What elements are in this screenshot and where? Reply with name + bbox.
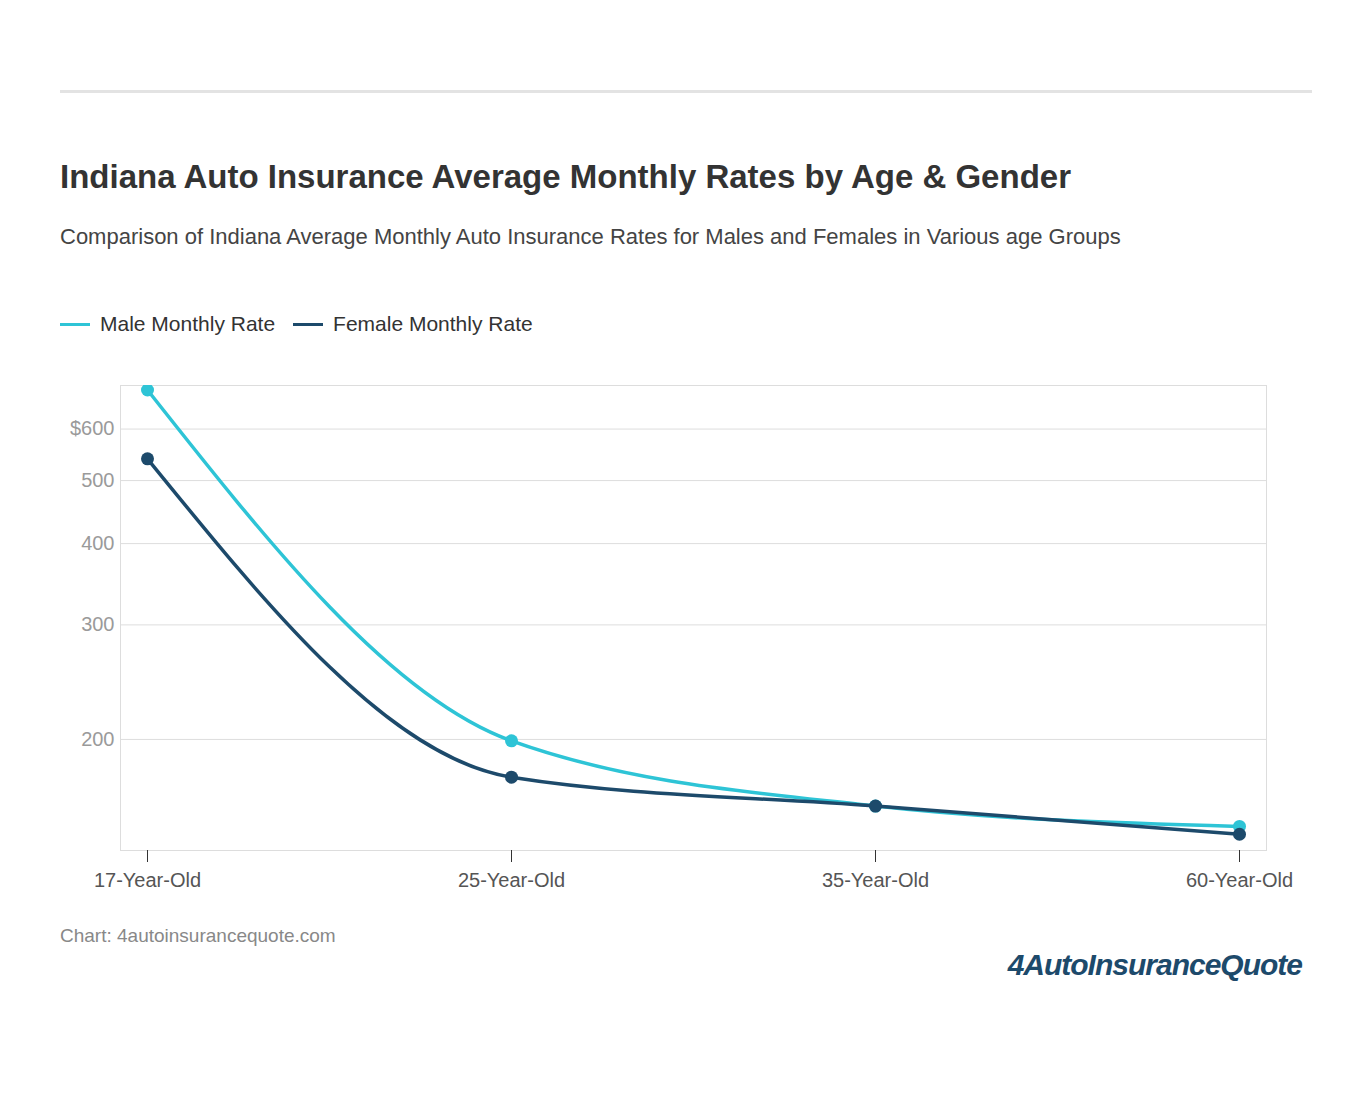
svg-text:300: 300 <box>81 613 114 635</box>
html-text:4AutoInsuranceQuote: 4AutoInsuranceQuote <box>1007 948 1302 981</box>
html-text:Male Monthly Rate: Male Monthly Rate <box>100 312 276 335</box>
svg-text:25-Year-Old: 25-Year-Old <box>458 869 565 891</box>
svg-text:17-Year-Old: 17-Year-Old <box>94 869 201 891</box>
html-text:Female Monthly Rate: Female Monthly Rate <box>333 312 533 335</box>
svg-text:60-Year-Old: 60-Year-Old <box>1186 869 1293 891</box>
html-text:Indiana Auto Insurance Average: Indiana Auto Insurance Average Monthly R… <box>60 158 1071 195</box>
svg-text:$600: $600 <box>70 417 115 439</box>
html-text:Chart: 4autoinsurancequote.com: Chart: 4autoinsurancequote.com <box>60 925 336 946</box>
svg-text:200: 200 <box>81 728 114 750</box>
html-text:Comparison of Indiana Average: Comparison of Indiana Average Monthly Au… <box>60 224 1121 249</box>
svg-text:400: 400 <box>81 532 114 554</box>
svg-text:35-Year-Old: 35-Year-Old <box>822 869 929 891</box>
svg-text:500: 500 <box>81 469 114 491</box>
